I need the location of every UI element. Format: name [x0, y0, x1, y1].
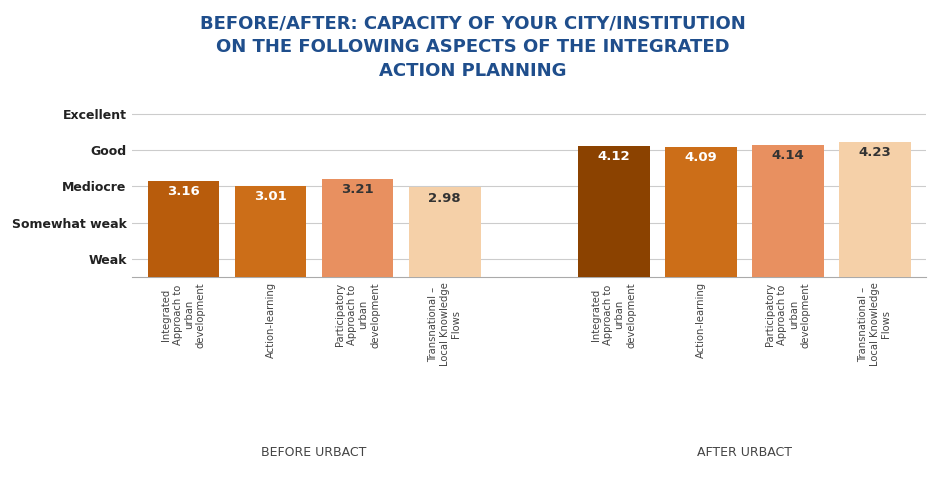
Text: 3.21: 3.21: [341, 183, 374, 196]
Text: Integrated
Approach to
urban
development: Integrated Approach to urban development: [591, 282, 635, 348]
Bar: [322, 179, 393, 277]
Text: AFTER URBACT: AFTER URBACT: [696, 446, 791, 459]
Text: Participatory
Approach to
urban
development: Participatory Approach to urban developm…: [765, 282, 809, 348]
Text: Integrated
Approach to
urban
development: Integrated Approach to urban development: [160, 282, 206, 348]
Text: Action-learning: Action-learning: [695, 282, 705, 358]
Text: 4.23: 4.23: [857, 146, 890, 159]
Text: BEFORE/AFTER: CAPACITY OF YOUR CITY/INSTITUTION
ON THE FOLLOWING ASPECTS OF THE : BEFORE/AFTER: CAPACITY OF YOUR CITY/INST…: [199, 14, 745, 79]
Bar: [577, 146, 649, 277]
Bar: [751, 145, 823, 277]
Text: Participatory
Approach to
urban
development: Participatory Approach to urban developm…: [335, 282, 379, 348]
Bar: [147, 181, 219, 277]
Bar: [409, 187, 480, 277]
Bar: [665, 147, 735, 277]
Text: 2.98: 2.98: [428, 192, 461, 205]
Text: 4.14: 4.14: [770, 149, 803, 163]
Text: 3.01: 3.01: [254, 190, 287, 204]
Text: 4.09: 4.09: [683, 151, 716, 164]
Bar: [838, 142, 910, 277]
Text: 3.16: 3.16: [167, 185, 200, 198]
Text: Transnational –
Local Knowledge
Flows: Transnational – Local Knowledge Flows: [857, 282, 890, 366]
Bar: [234, 186, 306, 277]
Text: Transnational –
Local Knowledge
Flows: Transnational – Local Knowledge Flows: [428, 282, 461, 366]
Text: Action-learning: Action-learning: [265, 282, 276, 358]
Text: 4.12: 4.12: [597, 150, 630, 163]
Text: BEFORE URBACT: BEFORE URBACT: [261, 446, 366, 459]
